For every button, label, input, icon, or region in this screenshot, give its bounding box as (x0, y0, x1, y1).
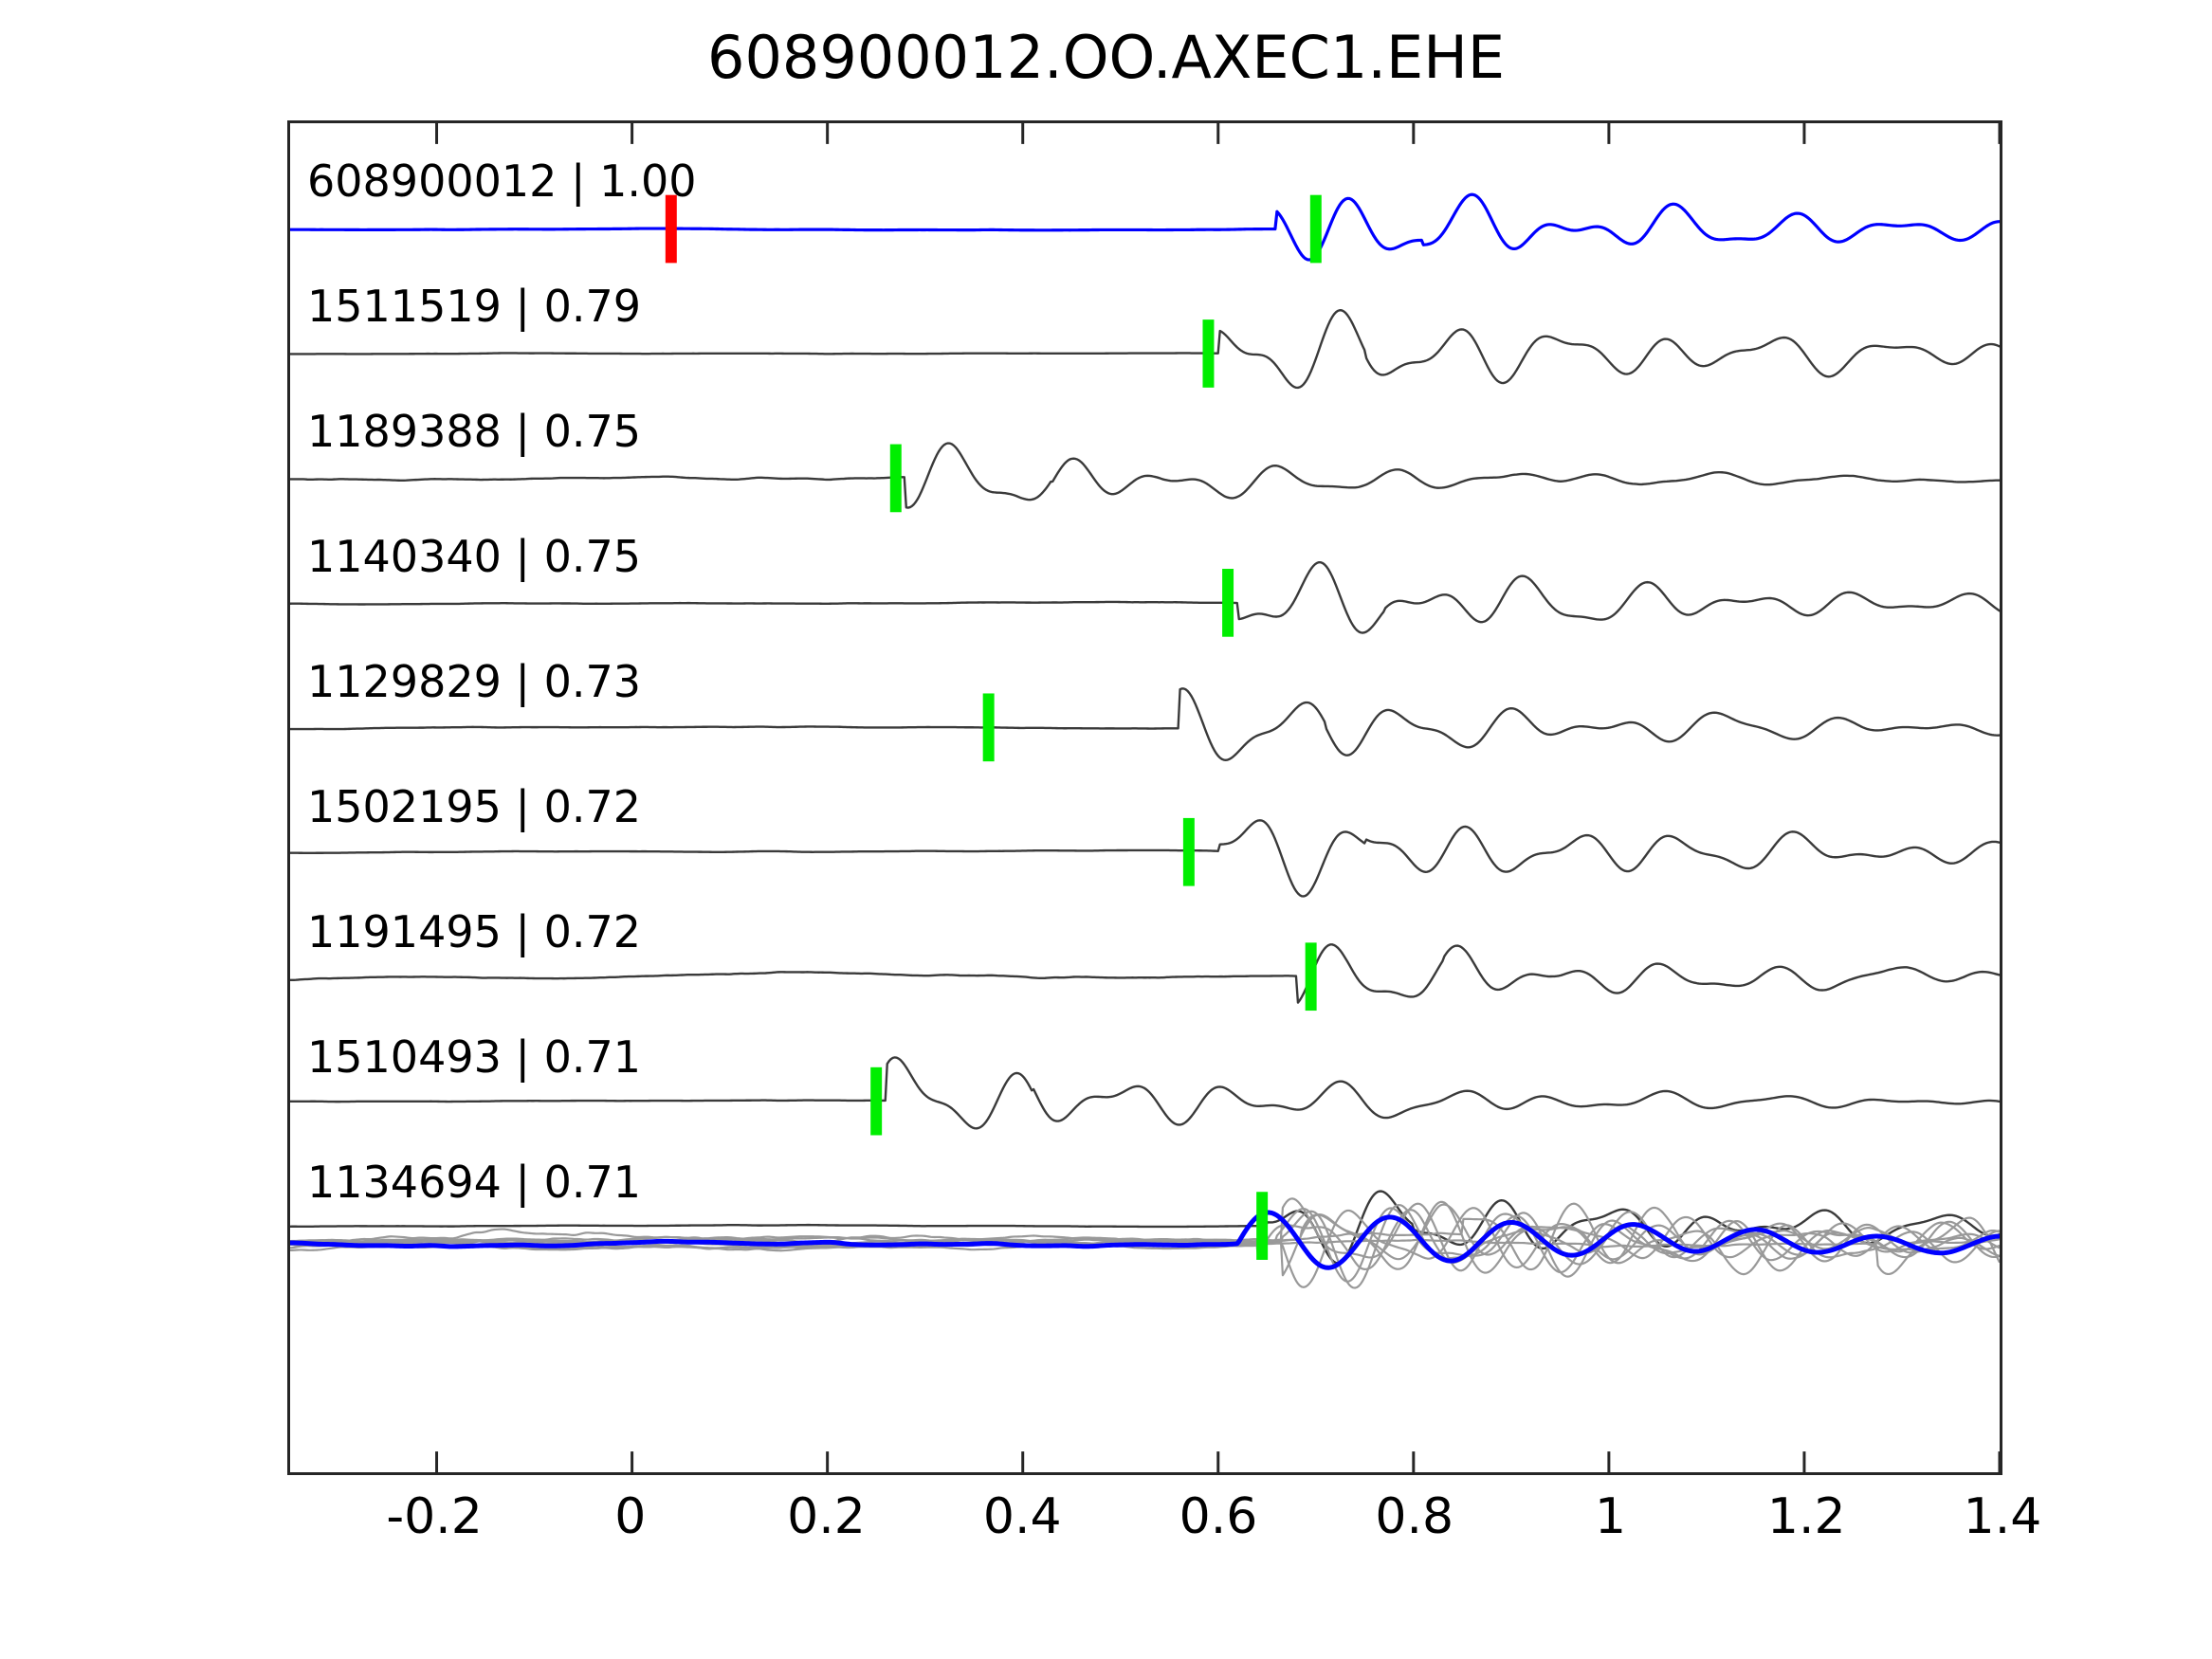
stack-template-trace (290, 1210, 2000, 1270)
traces-group (290, 192, 2000, 1289)
trace-label: 1134694 | 0.71 (307, 1157, 642, 1208)
detection-pick-marker (1309, 194, 1322, 264)
x-axis-tick-labels: -0.2 0 0.2 0.4 0.6 0.8 1 1.2 1.4 (287, 1488, 2041, 1555)
x-tick-label: 0 (614, 1488, 647, 1545)
x-tick-label: 1.4 (1963, 1488, 2042, 1545)
waveform-trace (290, 1056, 2000, 1130)
waveform-trace (290, 1190, 2000, 1265)
detection-pick-marker (870, 1066, 883, 1136)
trace-label: 1140340 | 0.75 (307, 531, 642, 582)
x-tick-label: -0.2 (386, 1488, 483, 1545)
waveform-trace (290, 192, 2000, 262)
x-tick-label: 1.2 (1766, 1488, 1846, 1545)
plot-area: 608900012 | 1.00 1511519 | 0.79 1189388 | … (287, 120, 2002, 1475)
detection-pick-marker (1256, 1192, 1269, 1260)
x-tick-label: 1 (1594, 1488, 1627, 1545)
x-axis-ticks (435, 123, 2000, 1472)
trace-label: 1129829 | 0.73 (307, 656, 642, 707)
waveform-trace (290, 309, 2000, 390)
x-tick-label: 0.8 (1375, 1488, 1454, 1545)
trace-label: 608900012 | 1.00 (307, 155, 697, 207)
waveform-plot (290, 123, 2000, 1472)
detection-pick-marker (1222, 569, 1234, 637)
stack-overlay-trace (290, 1197, 2000, 1272)
page-title: 608900012.OO.AXEC1.EHE (707, 23, 1505, 92)
trace-label: 1191495 | 0.72 (307, 906, 642, 957)
trace-label: 1511519 | 0.79 (307, 281, 642, 332)
waveform-trace (290, 442, 2000, 509)
waveform-trace (290, 943, 2000, 1004)
waveform-trace (290, 560, 2000, 634)
waveform-trace (290, 687, 2000, 762)
detection-pick-marker (1305, 942, 1317, 1012)
trace-label: 1510493 | 0.71 (307, 1031, 642, 1083)
template-pick-marker (665, 194, 677, 264)
detection-pick-marker (1202, 319, 1215, 388)
waveform-trace (290, 819, 2000, 898)
trace-label: 1189388 | 0.75 (307, 406, 642, 457)
detection-pick-marker (982, 693, 995, 762)
detection-pick-marker (889, 444, 902, 513)
x-tick-label: 0.6 (1179, 1488, 1258, 1545)
trace-label: 1502195 | 0.72 (307, 781, 642, 832)
stack-overlay-trace (290, 1200, 2000, 1274)
x-tick-label: 0.2 (787, 1488, 866, 1545)
x-tick-label: 0.4 (982, 1488, 1062, 1545)
detection-pick-marker (1182, 817, 1195, 886)
picks-group (665, 194, 1322, 1260)
